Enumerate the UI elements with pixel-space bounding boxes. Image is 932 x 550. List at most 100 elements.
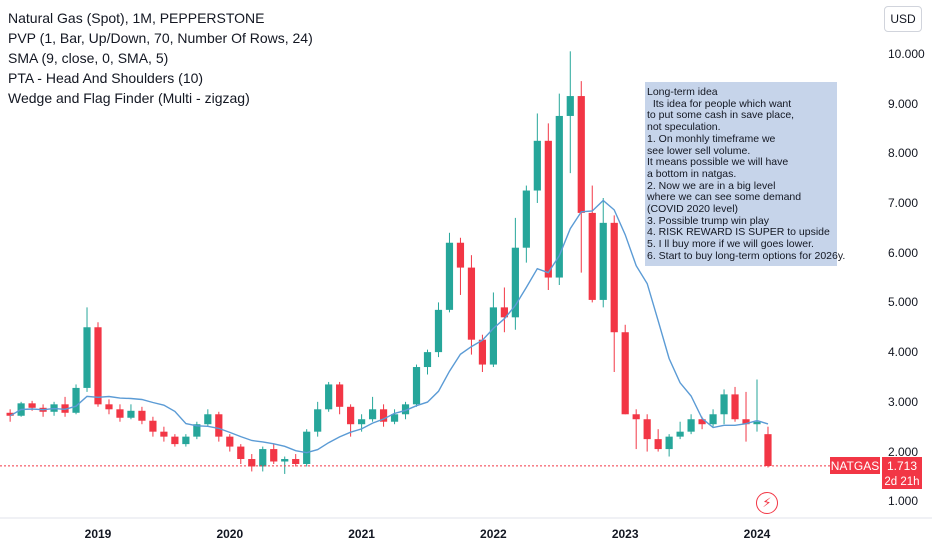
note-line: Long-term idea <box>647 86 718 98</box>
candle-body <box>665 436 673 450</box>
candle-body <box>390 414 399 422</box>
note-line: Its idea for people which want <box>647 97 792 110</box>
candle-body <box>687 419 695 432</box>
indicator-wedge-flag[interactable]: Wedge and Flag Finder (Multi - zigzag) <box>8 90 250 106</box>
time-tick-label: 2019 <box>84 527 112 541</box>
candle-body <box>336 384 344 407</box>
candle-body <box>478 339 487 365</box>
candle-body <box>764 434 772 466</box>
note-line: 3. Possible trump win play <box>647 214 769 227</box>
candle-body <box>237 446 245 460</box>
candle-body <box>577 96 585 213</box>
candle-body <box>621 332 629 415</box>
candle-body <box>632 414 640 420</box>
time-tick-label: 2022 <box>480 527 507 541</box>
candle-body <box>248 459 256 467</box>
candle-body <box>753 421 761 425</box>
candles-layer <box>6 51 772 474</box>
price-tick-label: 9.000 <box>888 96 919 111</box>
note-line: 4. RISK REWARD IS SUPER to upside <box>647 226 830 239</box>
candle-body <box>303 431 311 464</box>
price-tick-label: 1.000 <box>888 494 919 509</box>
candle-body <box>731 394 739 420</box>
candle-body <box>489 307 497 365</box>
note-line: see lower sell volume. <box>647 144 751 157</box>
candle-body <box>127 410 135 418</box>
candle-body <box>467 267 476 340</box>
candle-body <box>709 414 717 425</box>
sma-line <box>9 199 769 454</box>
candle-body <box>292 459 300 464</box>
candle-body <box>72 387 80 413</box>
candle-body <box>204 414 212 425</box>
candle-body <box>720 394 728 415</box>
candle-body <box>347 406 355 425</box>
note-line: 2. Now we are in a big level <box>647 179 776 192</box>
candle-body <box>226 436 234 447</box>
candle-body <box>522 190 530 248</box>
price-tick-label: 5.000 <box>888 295 919 310</box>
candle-body <box>533 140 541 191</box>
candle-body <box>83 327 91 388</box>
candle-body <box>160 431 168 437</box>
candle-body <box>511 247 519 318</box>
candle-body <box>368 409 377 420</box>
lightning-icon[interactable]: ⚡ <box>756 492 778 514</box>
candle-body <box>149 420 157 432</box>
time-tick-label: 2024 <box>743 527 771 541</box>
candle-body <box>61 404 69 413</box>
indicator-pvp[interactable]: PVP (1, Bar, Up/Down, 70, Number Of Rows… <box>8 30 313 46</box>
note-line: to put some cash in save place, <box>647 109 795 122</box>
candle-body <box>270 449 278 462</box>
time-tick-label: 2020 <box>216 527 244 541</box>
candle-body <box>610 222 618 333</box>
price-tick-label: 2.000 <box>888 444 919 459</box>
indicator-head-shoulders[interactable]: PTA - Head And Shoulders (10) <box>8 70 204 86</box>
candle-body <box>445 242 454 310</box>
candle-body <box>379 409 388 422</box>
time-tick-label: 2023 <box>611 527 639 541</box>
indicator-sma[interactable]: SMA (9, close, 0, SMA, 5) <box>8 50 169 66</box>
candle-body <box>281 459 289 462</box>
candle-body <box>698 419 706 425</box>
price-tick-label: 4.000 <box>888 345 919 360</box>
candle-body <box>28 403 36 408</box>
note-line: where we can see some demand <box>647 191 802 204</box>
candle-body <box>654 439 662 450</box>
candle-body <box>434 309 443 353</box>
candle-body <box>215 414 223 437</box>
note-line: 1. On monhly timeframe we <box>647 132 776 145</box>
candle-body <box>116 409 124 418</box>
candle-body <box>599 222 607 300</box>
candle-body <box>423 352 432 368</box>
candle-body <box>325 384 333 410</box>
chart-legend: Natural Gas (Spot), 1M, PEPPERSTONE PVP … <box>8 8 313 108</box>
currency-button[interactable]: USD <box>884 6 922 32</box>
note-line: (COVID 2020 level) <box>647 203 739 216</box>
candle-body <box>643 419 651 440</box>
candle-body <box>566 96 574 116</box>
note-annotation[interactable]: Long-term idea Its idea for people which… <box>645 82 846 266</box>
note-line: It means possible we will have <box>647 156 789 169</box>
candle-body <box>358 419 366 425</box>
candle-body <box>676 431 684 437</box>
candle-body <box>401 404 410 415</box>
candle-body <box>105 404 113 410</box>
candle-body <box>314 409 322 432</box>
candle-body <box>456 242 465 268</box>
price-tick-label: 8.000 <box>888 146 919 161</box>
price-tick-label: 3.000 <box>888 394 919 409</box>
bar-countdown-tag: 2d 21h <box>882 474 922 490</box>
symbol-title[interactable]: Natural Gas (Spot), 1M, PEPPERSTONE <box>8 10 265 26</box>
candle-body <box>182 436 190 445</box>
candle-body <box>171 436 179 445</box>
time-tick-label: 2021 <box>348 527 375 541</box>
last-price-tag: 1.713 <box>882 457 922 475</box>
note-line: 6. Start to buy long-term options for 20… <box>647 249 846 262</box>
symbol-price-tag: NATGAS <box>830 457 880 475</box>
note-line: 5. I ll buy more if we will goes lower. <box>647 238 814 251</box>
note-line: not speculation. <box>647 121 721 134</box>
candle-body <box>555 115 563 278</box>
price-tick-label: 6.000 <box>888 245 919 260</box>
